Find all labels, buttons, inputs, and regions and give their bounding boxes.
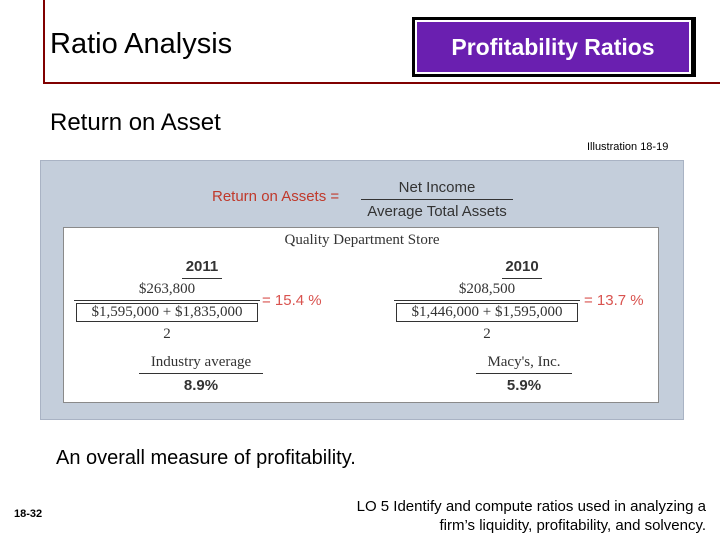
slide-subtitle: Return on Asset [50,109,221,136]
industry-average-underline [139,373,263,374]
year-2010-numerator: $208,500 [458,281,516,297]
section-badge-label: Profitability Ratios [415,20,691,74]
header-vertical-rule [43,0,45,84]
calculation-table: Quality Department Store 2011 $263,800 $… [63,227,659,403]
company-name: Quality Department Store [284,232,440,248]
year-2010-fraction-line [394,300,580,301]
learning-objective-line-2: firm’s liquidity, profitability, and sol… [439,517,707,534]
year-2011-heading: 2011 [185,258,219,275]
industry-average-value: 8.9% [183,377,219,394]
illustration-ref: Illustration 18-19 [587,141,669,153]
year-2011-divisor: 2 [163,326,171,342]
header-horizontal-rule [43,82,720,84]
formula-numerator: Net Income [398,179,476,196]
formula-denominator: Average Total Assets [367,203,507,220]
year-2010-divisor: 2 [483,326,491,342]
ratio-figure: Return on Assets = Net Income Average To… [40,160,684,420]
year-2011-denominator: $1,595,000 + $1,835,000 [76,303,258,322]
formula-label: Return on Assets = [212,188,340,205]
industry-average-label: Industry average [150,354,252,370]
competitor-value: 5.9% [506,377,542,394]
year-2010-heading: 2010 [505,258,539,275]
description-text: An overall measure of profitability. [56,447,356,469]
year-2011-fraction-line [74,300,260,301]
year-2011-result: = 15.4 % [262,292,322,309]
page-number: 18-32 [14,508,43,520]
formula-fraction-line [361,199,513,200]
learning-objective-line-1: LO 5 Identify and compute ratios used in… [356,498,706,515]
competitor-label: Macy's, Inc. [487,354,561,370]
year-2010-denominator: $1,446,000 + $1,595,000 [396,303,578,322]
slide-title: Ratio Analysis [50,28,233,60]
section-badge: Profitability Ratios [412,17,696,77]
year-2010-result: = 13.7 % [584,292,644,309]
year-2011-numerator: $263,800 [138,281,196,297]
year-2010-underline [502,278,542,279]
competitor-underline [476,373,572,374]
year-2011-underline [182,278,222,279]
learning-objective: LO 5 Identify and compute ratios used in… [357,497,706,535]
